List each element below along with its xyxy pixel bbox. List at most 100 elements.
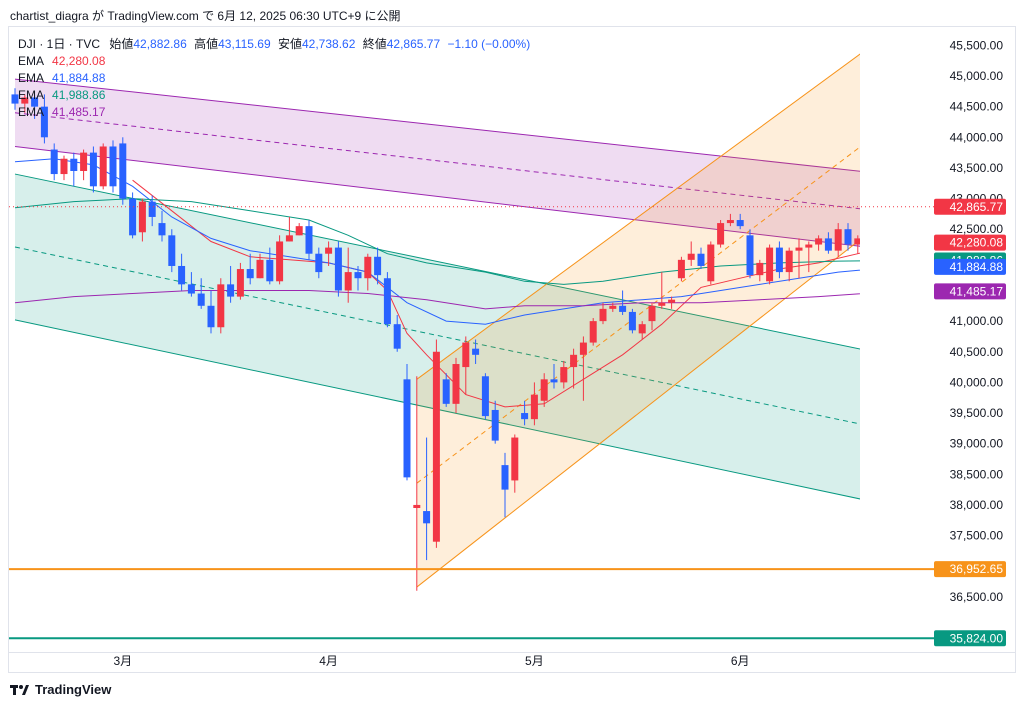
price-tag: 36,952.65 xyxy=(934,561,1006,578)
candle-body xyxy=(119,143,127,199)
ema-row-2[interactable]: EMA 41,884.88 xyxy=(18,70,530,87)
candle-body xyxy=(697,253,705,266)
y-tick-label: 43,500.00 xyxy=(950,161,1004,175)
candle xyxy=(491,400,499,444)
candle xyxy=(374,247,382,285)
candle-body xyxy=(501,465,509,490)
candle xyxy=(697,247,705,270)
candle-body xyxy=(766,247,774,282)
candle xyxy=(413,376,421,591)
candle xyxy=(805,241,813,273)
candle-body xyxy=(109,146,117,187)
candle xyxy=(736,213,744,230)
candle-body xyxy=(472,348,480,355)
candle xyxy=(109,140,117,193)
price-tag-label: 42,865.77 xyxy=(950,200,1004,214)
candle xyxy=(550,364,558,389)
price-tag-bg xyxy=(934,198,1006,215)
candle xyxy=(21,94,29,113)
candle-body xyxy=(521,413,529,420)
plot-area xyxy=(11,53,881,591)
candle-body xyxy=(874,214,881,220)
candle xyxy=(432,339,440,548)
candle xyxy=(746,229,754,279)
candle xyxy=(383,272,391,328)
ema-name: EMA xyxy=(18,71,45,85)
price-tag: 42,280.08 xyxy=(934,234,1006,251)
x-tick-label: 4月 xyxy=(319,654,338,668)
candle xyxy=(481,373,489,420)
candle xyxy=(834,223,842,257)
candle xyxy=(668,296,676,309)
candle xyxy=(138,198,146,242)
high-label: 高値 xyxy=(194,37,219,51)
close-label: 終値 xyxy=(362,37,387,51)
ema-value: 41,485.17 xyxy=(52,105,106,119)
tradingview-footer[interactable]: TradingView xyxy=(10,682,111,697)
candle xyxy=(844,223,852,251)
y-tick-label: 44,500.00 xyxy=(950,100,1004,114)
candle xyxy=(168,229,176,273)
candle xyxy=(472,339,480,365)
candle xyxy=(530,382,538,426)
candle xyxy=(648,302,656,331)
candle xyxy=(599,302,607,325)
candle xyxy=(158,210,166,242)
ema-line xyxy=(14,158,860,325)
ema-row-1[interactable]: EMA 42,280.08 xyxy=(18,53,530,70)
candle xyxy=(276,235,284,285)
candle-body xyxy=(795,247,803,251)
candle xyxy=(266,247,274,285)
candle xyxy=(80,149,88,181)
ema-name: EMA xyxy=(18,105,45,119)
candle-body xyxy=(619,305,627,312)
candle-body xyxy=(246,269,254,279)
candle-body xyxy=(628,311,636,331)
candle-body xyxy=(805,244,813,248)
ema-name: EMA xyxy=(18,88,45,102)
candle xyxy=(854,235,860,254)
candle xyxy=(785,247,793,282)
chart-legend: DJI · 1日 · TVC 始値42,882.86 高値43,115.69 安… xyxy=(18,36,530,121)
price-tag: 41,485.17 xyxy=(934,283,1006,300)
ohlc-row: DJI · 1日 · TVC 始値42,882.86 高値43,115.69 安… xyxy=(18,36,530,53)
price-tag-label: 42,280.08 xyxy=(950,236,1004,250)
ema-value: 42,280.08 xyxy=(52,54,106,68)
candle-body xyxy=(266,259,274,282)
candle xyxy=(658,272,666,309)
candle xyxy=(334,241,342,297)
candle-body xyxy=(413,504,421,509)
candle-body xyxy=(854,238,860,245)
candle-body xyxy=(325,247,333,254)
candle-body xyxy=(383,278,391,325)
open-value: 42,882.86 xyxy=(133,37,187,51)
symbol-label[interactable]: DJI · 1日 · TVC xyxy=(18,37,101,51)
y-tick-label: 41,000.00 xyxy=(950,314,1004,328)
candle-body xyxy=(374,256,382,276)
candle xyxy=(560,360,568,389)
candle-body xyxy=(158,223,166,236)
candle xyxy=(521,400,529,426)
open-label: 始値 xyxy=(109,37,134,51)
ema-row-4[interactable]: EMA 41,485.17 xyxy=(18,104,530,121)
price-tag: 42,865.77 xyxy=(934,198,1006,215)
candle xyxy=(756,259,764,282)
candle-body xyxy=(315,253,323,273)
candle-body xyxy=(60,158,68,175)
candle-body xyxy=(178,265,186,285)
candle-body xyxy=(442,379,450,404)
candle xyxy=(129,192,137,239)
candle-body xyxy=(21,97,29,104)
candle xyxy=(207,290,215,334)
ema-line xyxy=(14,198,860,285)
price-tag-label: 41,485.17 xyxy=(950,284,1004,298)
candle-body xyxy=(609,305,617,309)
channel-fill xyxy=(15,79,860,247)
candle-body xyxy=(354,272,362,279)
candle-body xyxy=(344,272,352,291)
ema-row-3[interactable]: EMA 41,988.86 xyxy=(18,87,530,104)
candle xyxy=(11,88,19,110)
channel-fill xyxy=(416,54,860,588)
candle xyxy=(540,373,548,407)
